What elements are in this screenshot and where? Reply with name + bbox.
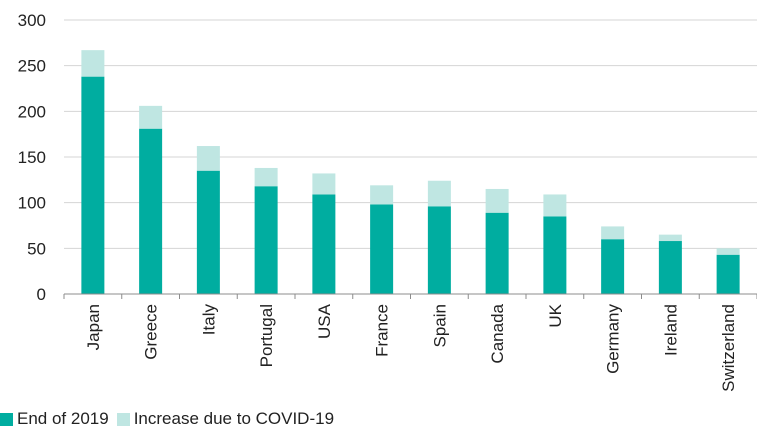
legend-item-end-of-2019: End of 2019 [0,409,109,429]
x-tick-label-usa: USA [315,303,334,339]
x-tick-label-ireland: Ireland [661,304,680,356]
y-tick-label-50: 50 [27,239,46,258]
y-tick-label-250: 250 [18,57,46,76]
bar-spain-covid-increase [427,180,451,207]
bar-japan-end-of-2019 [81,76,105,294]
bar-greece-end-of-2019 [139,128,163,294]
legend-label-covid-increase: Increase due to COVID-19 [133,409,335,428]
y-tick-label-0: 0 [37,285,46,304]
bar-portugal-end-of-2019 [254,186,278,294]
x-tick-label-japan: Japan [84,304,103,350]
legend-label-end-of-2019: End of 2019 [17,409,109,428]
bar-germany-end-of-2019 [601,239,625,294]
x-tick-label-germany: Germany [604,304,623,374]
x-tick-label-canada: Canada [488,303,507,363]
bar-greece-covid-increase [139,105,163,129]
x-tick-label-uk: UK [546,303,565,327]
legend-item-covid-increase: Increase due to COVID-19 [116,409,335,429]
bar-japan-covid-increase [81,50,105,77]
x-tick-label-france: France [373,304,392,357]
bar-canada-covid-increase [485,188,509,213]
y-tick-label-150: 150 [18,148,46,167]
x-tick-label-greece: Greece [142,304,161,360]
bar-ireland-end-of-2019 [658,241,682,294]
legend-swatch-end-of-2019 [0,412,13,426]
x-tick-label-italy: Italy [199,304,218,336]
bar-uk-covid-increase [543,194,567,217]
y-tick-label-300: 300 [18,11,46,30]
bar-usa-covid-increase [312,173,336,195]
bar-usa-end-of-2019 [312,194,336,294]
bar-canada-end-of-2019 [485,212,509,294]
bar-france-covid-increase [370,185,394,205]
legend: End of 2019 Increase due to COVID-19 [0,409,342,429]
bar-france-end-of-2019 [370,204,394,294]
y-tick-label-200: 200 [18,102,46,121]
x-tick-label-spain: Spain [430,304,449,347]
bar-italy-end-of-2019 [196,170,220,294]
gridlines [64,19,757,249]
bar-spain-end-of-2019 [427,206,451,294]
bar-portugal-covid-increase [254,167,278,187]
bar-germany-covid-increase [601,226,625,240]
bars [81,50,740,294]
bar-switzerland-covid-increase [716,248,740,255]
bar-ireland-covid-increase [658,234,682,242]
legend-swatch-covid-increase [116,412,130,426]
y-axis: 0 50 100 150 200 250 300 [18,11,46,304]
y-tick-label-100: 100 [18,194,46,213]
bar-switzerland-end-of-2019 [716,254,740,294]
bar-uk-end-of-2019 [543,216,567,294]
x-tick-label-switzerland: Switzerland [719,304,738,392]
bar-italy-covid-increase [196,146,220,171]
x-tick-label-portugal: Portugal [257,304,276,367]
x-axis: Japan Greece Italy Portugal USA France Spain Ca… [63,293,757,392]
